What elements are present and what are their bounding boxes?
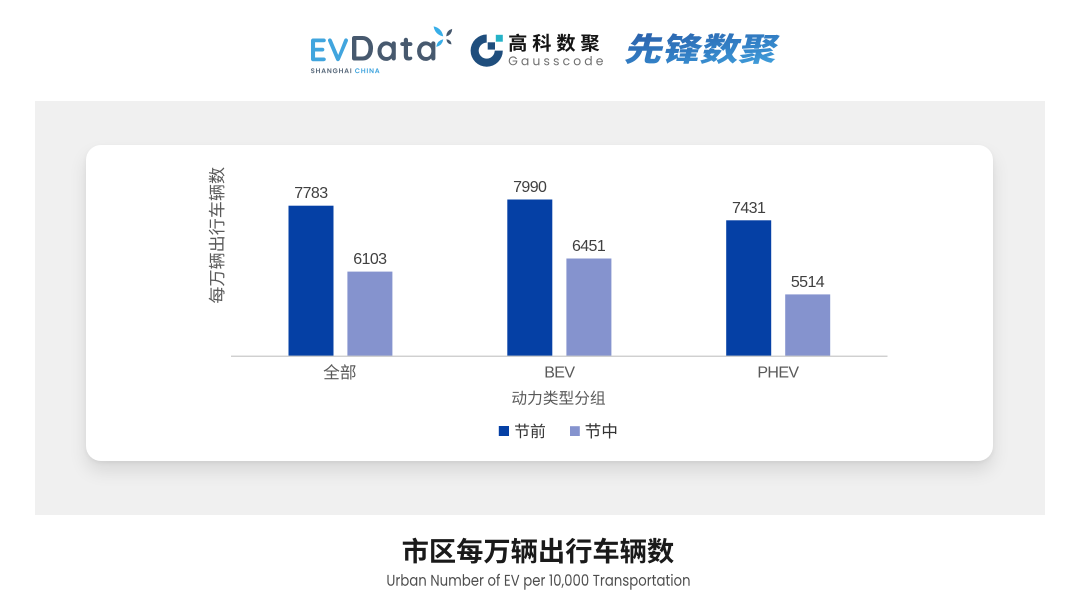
svg-text:6103: 6103 xyxy=(353,251,387,268)
svg-text:7431: 7431 xyxy=(732,200,766,217)
svg-text:6451: 6451 xyxy=(572,238,606,255)
svg-text:5514: 5514 xyxy=(791,274,825,291)
svg-text:7783: 7783 xyxy=(294,185,328,202)
svg-text:7990: 7990 xyxy=(513,179,547,196)
svg-text:PHEV: PHEV xyxy=(757,365,799,382)
svg-text:BEV: BEV xyxy=(544,365,575,382)
